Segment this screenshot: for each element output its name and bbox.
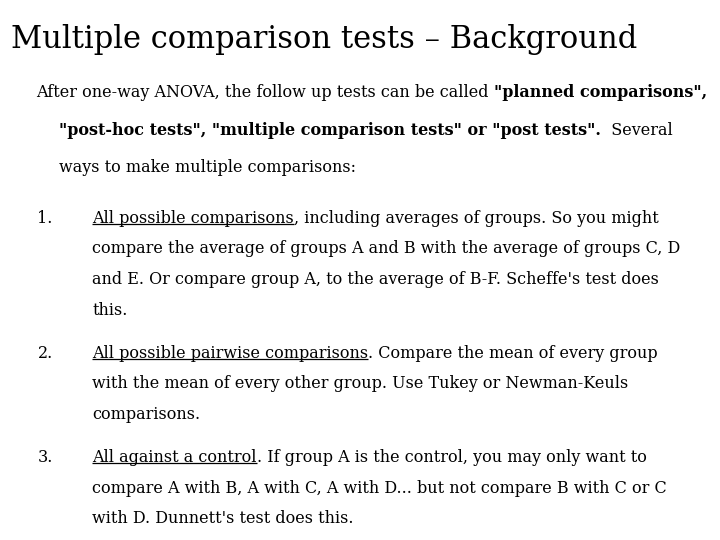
Text: 2.: 2. <box>37 345 53 361</box>
Text: comparisons.: comparisons. <box>92 406 200 423</box>
Text: with the mean of every other group. Use Tukey or Newman-Keuls: with the mean of every other group. Use … <box>92 375 629 392</box>
Text: and E. Or compare group A, to the average of B-F. Scheffe's test does: and E. Or compare group A, to the averag… <box>92 271 659 288</box>
Text: compare A with B, A with C, A with D... but not compare B with C or C: compare A with B, A with C, A with D... … <box>92 480 667 496</box>
Text: "planned comparisons",: "planned comparisons", <box>494 84 707 100</box>
Text: 1.: 1. <box>37 210 53 226</box>
Text: Several: Several <box>601 122 672 138</box>
Text: All possible pairwise comparisons: All possible pairwise comparisons <box>92 345 369 361</box>
Text: After one-way ANOVA, the follow up tests can be called: After one-way ANOVA, the follow up tests… <box>36 84 494 100</box>
Text: this.: this. <box>92 302 127 319</box>
Text: All against a control: All against a control <box>92 449 256 465</box>
Text: , including averages of groups. So you might: , including averages of groups. So you m… <box>294 210 659 226</box>
Text: "post-hoc tests", "multiple comparison tests" or "post tests".: "post-hoc tests", "multiple comparison t… <box>59 122 601 138</box>
Text: Multiple comparison tests – Background: Multiple comparison tests – Background <box>11 24 637 55</box>
Text: . Compare the mean of every group: . Compare the mean of every group <box>369 345 658 361</box>
Text: ways to make multiple comparisons:: ways to make multiple comparisons: <box>59 159 356 176</box>
Text: All possible comparisons: All possible comparisons <box>92 210 294 226</box>
Text: . If group A is the control, you may only want to: . If group A is the control, you may onl… <box>256 449 647 465</box>
Text: 3.: 3. <box>37 449 53 465</box>
Text: compare the average of groups A and B with the average of groups C, D: compare the average of groups A and B wi… <box>92 240 680 257</box>
Text: with D. Dunnett's test does this.: with D. Dunnett's test does this. <box>92 510 354 527</box>
